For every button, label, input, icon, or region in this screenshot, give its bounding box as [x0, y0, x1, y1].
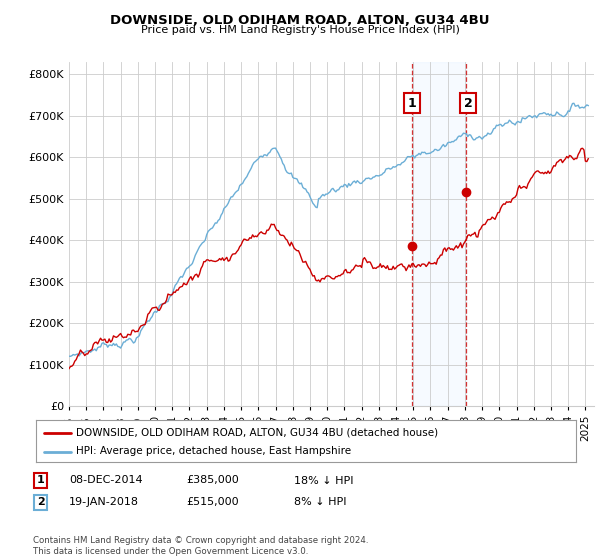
Text: 2: 2: [37, 497, 44, 507]
Text: HPI: Average price, detached house, East Hampshire: HPI: Average price, detached house, East…: [77, 446, 352, 456]
Text: 19-JAN-2018: 19-JAN-2018: [69, 497, 139, 507]
Text: DOWNSIDE, OLD ODIHAM ROAD, ALTON, GU34 4BU: DOWNSIDE, OLD ODIHAM ROAD, ALTON, GU34 4…: [110, 14, 490, 27]
Text: DOWNSIDE, OLD ODIHAM ROAD, ALTON, GU34 4BU (detached house): DOWNSIDE, OLD ODIHAM ROAD, ALTON, GU34 4…: [77, 428, 439, 437]
Bar: [412, 62, 466, 406]
Text: 1: 1: [37, 475, 44, 486]
Text: 2: 2: [464, 96, 473, 110]
Text: 1: 1: [407, 96, 416, 110]
Text: Contains HM Land Registry data © Crown copyright and database right 2024.
This d: Contains HM Land Registry data © Crown c…: [33, 536, 368, 556]
Text: £385,000: £385,000: [186, 475, 239, 486]
Text: 08-DEC-2014: 08-DEC-2014: [69, 475, 143, 486]
Text: Price paid vs. HM Land Registry's House Price Index (HPI): Price paid vs. HM Land Registry's House …: [140, 25, 460, 35]
Text: 8% ↓ HPI: 8% ↓ HPI: [294, 497, 347, 507]
Text: £515,000: £515,000: [186, 497, 239, 507]
Text: 18% ↓ HPI: 18% ↓ HPI: [294, 475, 353, 486]
